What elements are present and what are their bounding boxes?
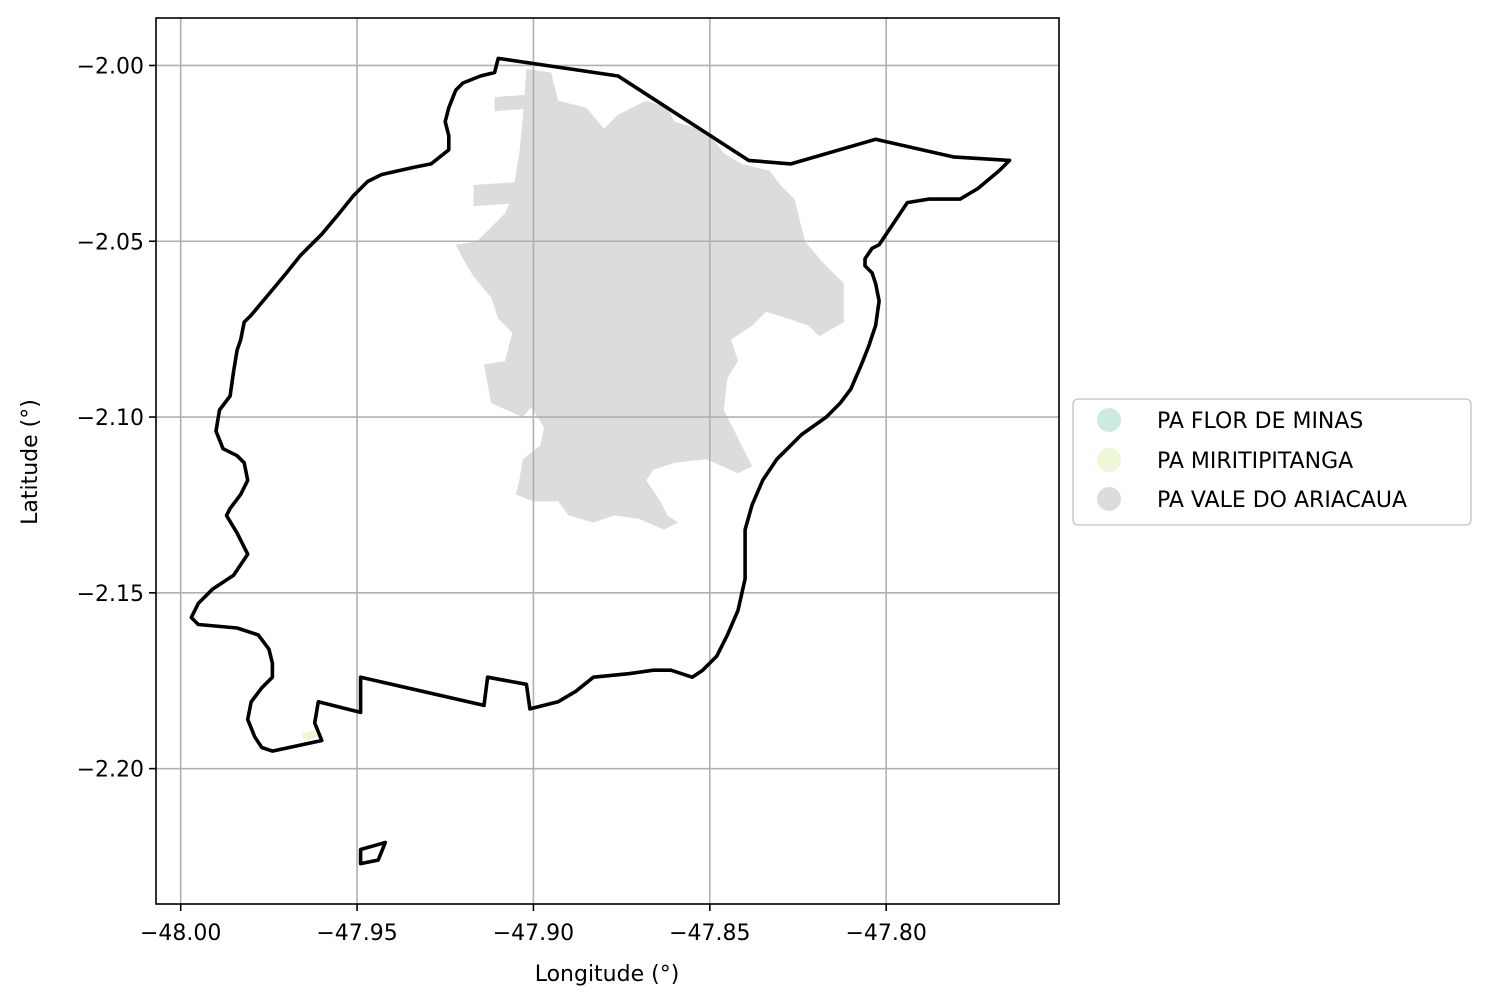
axes-frame: [155, 17, 1060, 905]
y-tick-label-2: −2.10: [77, 406, 144, 431]
legend-label-flor-de-minas: PA FLOR DE MINAS: [1157, 409, 1363, 434]
boundary-ring-0: [189, 56, 1012, 753]
legend-marker-vale-do-ariacaua: [1097, 487, 1121, 511]
legend-marker-miritipitanga: [1097, 448, 1121, 472]
x-tick-label-0: −48.00: [140, 921, 221, 946]
legend-marker-flor-de-minas: [1097, 408, 1121, 432]
region-pa-vale-do-ariacaua-part-2: [494, 93, 541, 112]
region-pa-vale-do-ariacaua-part-3: [484, 357, 544, 418]
y-axis-ticks: −2.00 −2.05 −2.10 −2.15 −2.20: [77, 54, 156, 783]
x-tick-label-3: −47.85: [669, 921, 750, 946]
legend: PA FLOR DE MINAS PA MIRITIPITANGA PA VAL…: [1072, 398, 1472, 526]
plot-area: [155, 17, 1060, 905]
x-tick-label-1: −47.95: [316, 921, 397, 946]
y-tick-label-1: −2.05: [77, 230, 144, 255]
region-pa-vale-do-ariacaua-part-1: [473, 181, 527, 207]
x-axis-title: Longitude (°): [535, 962, 680, 987]
x-tick-label-4: −47.80: [845, 921, 926, 946]
regions-layer: [300, 69, 844, 741]
region-pa-vale-do-ariacaua-part-0: [455, 69, 844, 530]
legend-label-miritipitanga: PA MIRITIPITANGA: [1157, 449, 1353, 474]
legend-label-vale-do-ariacaua: PA VALE DO ARIACAUA: [1157, 488, 1407, 513]
x-tick-label-2: −47.90: [493, 921, 574, 946]
y-axis-title: Latitude (°): [18, 399, 43, 525]
municipal-boundary: [189, 56, 1012, 866]
y-tick-label-3: −2.15: [77, 582, 144, 607]
y-tick-label-0: −2.00: [77, 54, 144, 79]
x-axis-ticks: −48.00 −47.95 −47.90 −47.85 −47.80: [140, 904, 927, 946]
y-tick-label-4: −2.20: [77, 758, 144, 783]
boundary-ring-1: [358, 840, 388, 866]
grid-layer: [156, 18, 1059, 904]
legend-box: [1072, 398, 1472, 526]
region-pa-miritipitanga-part-0: [300, 730, 319, 741]
